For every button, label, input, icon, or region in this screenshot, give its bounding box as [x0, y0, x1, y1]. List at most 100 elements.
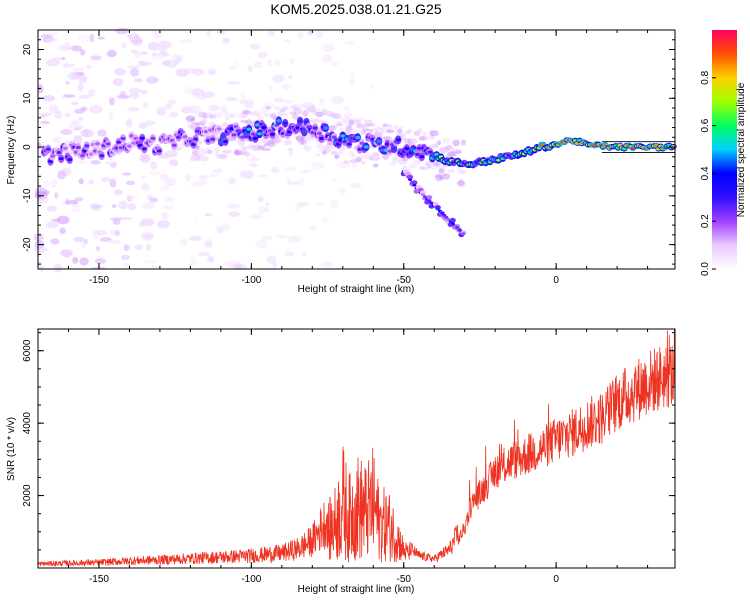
- halo-blob: [310, 118, 320, 124]
- noise-blob: [78, 117, 84, 121]
- snr-panel: -150 -100 -50 0 2000 4000 6000 Height of strai…: [6, 328, 676, 595]
- ridge-core: [84, 144, 90, 148]
- branch-core: [457, 228, 462, 231]
- noise-blob: [61, 56, 66, 61]
- x-tick-label: -50: [397, 574, 412, 585]
- x-tick-label: 0: [553, 574, 559, 585]
- snr-frame: [37, 328, 676, 569]
- noise-blob: [33, 233, 44, 242]
- noise-blob: [130, 49, 139, 54]
- noise-blob: [45, 38, 59, 42]
- halo-blob: [264, 113, 273, 118]
- noise-blob: [320, 261, 333, 268]
- noise-blob: [134, 78, 143, 83]
- x-tick-label: -50: [397, 275, 412, 286]
- noise-blob: [247, 64, 253, 72]
- ridge-core: [139, 136, 145, 140]
- snr-axes: -150 -100 -50 0 2000 4000 6000: [22, 329, 675, 585]
- ridge-core: [129, 134, 134, 138]
- noise-blob: [73, 236, 85, 243]
- noise-blob: [127, 106, 140, 112]
- noise-blob: [261, 235, 273, 241]
- noise-blob: [160, 212, 169, 220]
- halo-blob: [441, 166, 447, 171]
- noise-blob: [105, 161, 111, 165]
- halo-blob: [360, 130, 367, 135]
- noise-blob: [173, 161, 179, 166]
- halo-blob: [335, 121, 343, 125]
- y-tick-label: 2000: [22, 484, 33, 507]
- noise-blob: [198, 175, 210, 180]
- halo-blob: [334, 154, 340, 160]
- noise-blob: [194, 217, 199, 221]
- noise-blob: [74, 197, 84, 202]
- halo-blob: [269, 143, 278, 147]
- ridge-core: [67, 157, 73, 162]
- noise-blob: [152, 29, 163, 39]
- noise-blob: [222, 37, 231, 44]
- halo-blob: [419, 166, 430, 171]
- noise-blob: [114, 68, 126, 76]
- halo-blob: [274, 106, 282, 111]
- halo-blob: [395, 125, 405, 129]
- noise-blob: [220, 105, 227, 114]
- noise-blob: [369, 84, 376, 89]
- ridge-core: [376, 139, 382, 143]
- noise-blob: [97, 36, 106, 40]
- noise-blob: [192, 68, 205, 76]
- halo-blob: [327, 144, 336, 149]
- noise-blob: [272, 262, 278, 268]
- halo-blob: [213, 147, 221, 153]
- noise-blob: [101, 177, 111, 182]
- ridge-core: [141, 147, 147, 151]
- halo-blob: [370, 154, 381, 162]
- ridge-core: [391, 147, 397, 151]
- noise-blob: [60, 128, 73, 135]
- noise-blob: [129, 68, 140, 77]
- ridge-core: [252, 136, 258, 141]
- noise-blob: [170, 54, 183, 58]
- noise-blob: [191, 88, 205, 96]
- ridge-core: [319, 136, 324, 141]
- noise-blob: [205, 238, 213, 247]
- noise-blob: [226, 203, 240, 209]
- noise-blob: [41, 195, 49, 203]
- noise-blob: [59, 227, 66, 235]
- noise-blob: [297, 31, 304, 40]
- figure-title: KOM5.2025.038.01.21.G25: [270, 1, 441, 17]
- halo-blob: [190, 156, 196, 162]
- ridge-core: [116, 140, 122, 144]
- branch-cell: [407, 174, 414, 180]
- noise-blob: [46, 58, 60, 67]
- noise-blob: [77, 83, 84, 92]
- noise-blob: [52, 136, 62, 144]
- branch-core: [412, 183, 417, 187]
- noise-blob: [90, 159, 101, 165]
- noise-blob: [112, 77, 124, 86]
- halo-blob: [461, 139, 466, 146]
- ridge-core: [316, 131, 322, 136]
- noise-blob: [214, 111, 223, 118]
- noise-blob: [156, 106, 167, 116]
- noise-blob: [349, 79, 355, 86]
- noise-blob: [53, 263, 63, 273]
- ridge-core: [419, 155, 425, 159]
- noise-blob: [216, 227, 224, 235]
- colorbar: 0.0 0.2 0.4 0.6 0.8 Normalized spectral ampl…: [700, 30, 747, 276]
- noise-blob: [157, 219, 170, 229]
- noise-blob: [79, 49, 86, 56]
- ridge-core: [387, 149, 393, 153]
- noise-blob: [165, 59, 178, 69]
- branch-cell: [411, 180, 418, 185]
- halo-blob: [351, 152, 356, 159]
- halo-blob: [224, 115, 230, 121]
- halo-blob: [339, 126, 344, 132]
- noise-blob: [208, 173, 220, 178]
- noise-blob: [43, 180, 50, 186]
- ridge-core: [331, 135, 337, 139]
- noise-blob: [140, 51, 149, 55]
- halo-blob: [221, 153, 229, 159]
- ridge-core: [415, 152, 420, 157]
- noise-blob: [108, 240, 122, 245]
- halo-blob: [315, 144, 324, 149]
